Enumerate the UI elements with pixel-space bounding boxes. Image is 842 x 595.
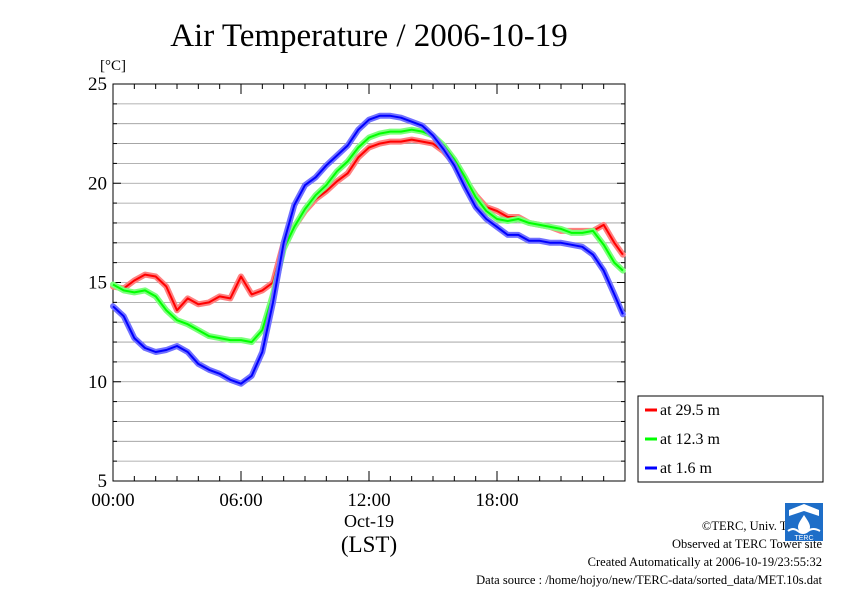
legend-label: at 1.6 m	[660, 460, 713, 477]
y-tick-label: 25	[88, 74, 107, 95]
created-text: Created Automatically at 2006-10-19/23:5…	[587, 555, 822, 569]
x-tick-label: 18:00	[475, 490, 518, 511]
series-line-2	[112, 128, 624, 344]
series-lines	[110, 112, 626, 387]
legend-box	[637, 395, 824, 483]
source-text: Data source : /home/hojyo/new/TERC-data/…	[476, 573, 822, 587]
y-tick-label: 20	[88, 173, 107, 194]
axis-ticks	[112, 83, 626, 482]
x-axis-label: (LST)	[341, 532, 397, 557]
y-tick-label: 5	[98, 471, 108, 492]
x-tick-label: 12:00	[347, 490, 390, 511]
y-tick-label: 10	[88, 372, 107, 393]
legend-label: at 12.3 m	[660, 431, 721, 448]
series-band-3	[110, 112, 626, 387]
y-tick-labels: 5 10 15 20 25	[88, 74, 107, 492]
x-tick-label: 00:00	[91, 490, 134, 511]
y-axis-unit-label: [°C]	[100, 58, 126, 74]
x-date-label: Oct-19	[344, 511, 394, 531]
x-tick-label: 06:00	[219, 490, 262, 511]
series-band-2	[110, 126, 626, 346]
grid-lines	[113, 103, 625, 462]
terc-logo-icon: TERC	[785, 503, 823, 542]
x-tick-labels: 00:00 06:00 12:00 18:00	[91, 490, 518, 511]
legend-label: at 29.5 m	[660, 402, 721, 419]
y-tick-label: 15	[88, 273, 107, 294]
series-line-3	[112, 114, 624, 385]
legend: at 29.5 m at 12.3 m at 1.6 m	[637, 395, 824, 483]
svg-text:TERC: TERC	[794, 535, 813, 542]
observed-text: Observed at TERC Tower site	[671, 537, 822, 551]
chart-title: Air Temperature / 2006-10-19	[170, 18, 568, 54]
